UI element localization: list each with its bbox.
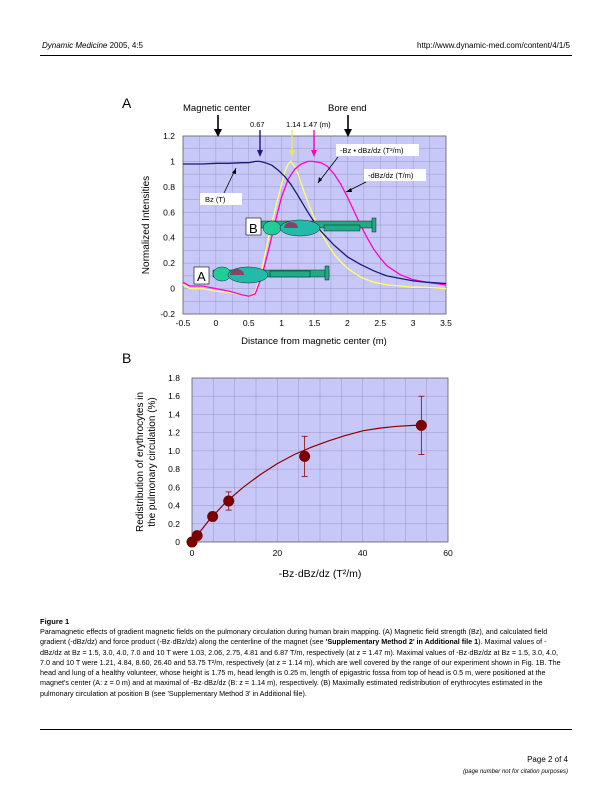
arrow-067-icon [257, 150, 263, 157]
panel-a-y-tick: 0.2 [163, 258, 175, 268]
header-rule [40, 55, 572, 56]
panel-a-x-tick: 1.5 [309, 318, 321, 328]
panel-b: B 0 20 40 60 0 0.2 0.4 0.6 0.8 1.0 1.2 1.4 1.6 1.8 -… [122, 350, 453, 580]
magnetic-center-label: Magnetic center [183, 103, 251, 114]
panel-b-x-tick: 40 [358, 548, 368, 558]
body-position-b: B [245, 217, 377, 237]
legend-bz-box [200, 193, 242, 205]
legend-gradient-label: -dBz/dz (T/m) [368, 171, 414, 180]
panel-a-y-tick: 0.8 [163, 182, 175, 192]
panel-b-y-tick: 1.2 [168, 428, 180, 438]
arrow-067-label: 0.67 [250, 120, 265, 129]
panel-a-y-tick: 1.2 [163, 131, 175, 141]
panel-a-y-ticks: -0.2 0 0.2 0.4 0.6 0.8 1 1.2 [160, 131, 175, 319]
panel-b-x-axis-title: -Bz·dBz/dz (T²/m) [279, 568, 362, 580]
position-a-label: A [197, 269, 206, 284]
journal-name: Dynamic Medicine [42, 41, 108, 50]
panel-b-y-tick: 0.8 [168, 464, 180, 474]
data-point [191, 530, 203, 542]
panel-b-points [186, 395, 427, 548]
panel-b-y-tick: 1.0 [168, 446, 180, 456]
bore-end-label: Bore end [328, 103, 367, 114]
panel-b-y-tick: 1.4 [168, 409, 180, 419]
data-point [223, 495, 235, 507]
panel-b-label: B [122, 350, 131, 366]
legend-bz-label: Bz (T) [205, 195, 226, 204]
panel-b-y-axis-title-line2: the pulmonary circulation (%) [147, 397, 158, 527]
panel-a-y-tick: 1 [170, 156, 175, 166]
panel-b-x-tick: 60 [443, 548, 453, 558]
panel-a-y-tick: 0 [170, 284, 175, 294]
caption-part-1: Paramagnetic effects of gradient magneti… [40, 627, 548, 647]
arrow-114-icon [289, 150, 295, 157]
arrow-114-147-label: 1.14 1.47 (m) [286, 120, 331, 129]
panel-b-x-tick: 0 [190, 548, 195, 558]
panel-b-y-ticks: 0 0.2 0.4 0.6 0.8 1.0 1.2 1.4 1.6 1.8 [168, 373, 180, 547]
position-a-box [193, 266, 210, 285]
panel-a-x-tick: 3 [411, 318, 416, 328]
panel-b-y-tick: 0.6 [168, 482, 180, 492]
journal-header: Dynamic Medicine 2005, 4:5 [42, 41, 143, 50]
panel-a-y-axis-title: Normalized Intensities [141, 176, 152, 274]
data-point [299, 450, 311, 462]
panel-a-y-tick: 0.4 [163, 233, 175, 243]
legend-force-label: -Bz • dBz/dz (T²/m) [340, 146, 404, 155]
panel-a-y-tick: -0.2 [160, 309, 175, 319]
panel-a-x-tick: 0 [214, 318, 219, 328]
panel-b-y-tick: 0 [175, 537, 180, 547]
panel-a-x-tick: 1 [279, 318, 284, 328]
panel-a-y-tick: 0.6 [163, 207, 175, 217]
journal-citation: 2005, 4:5 [109, 41, 143, 50]
panel-a-x-ticks: -0.5 0 0.5 1 1.5 2 2.5 3 3.5 [176, 318, 453, 328]
panel-b-grid [191, 377, 449, 543]
panel-a-x-tick: 3.5 [440, 318, 452, 328]
panel-a: A -0.5 0 0.5 1 1.5 2 2.5 3 3.5 -0.2 0 0.2 0.4 0.6 0.8… [122, 95, 452, 347]
panel-b-y-tick: 1.6 [168, 391, 180, 401]
data-point [415, 419, 427, 431]
page-number: Page 2 of 4 [527, 755, 568, 764]
position-b-box [245, 217, 262, 236]
caption-supplementary-link: 'Supplementary Method 2' in Additional f… [325, 637, 479, 647]
caption-part-2: ). Maximal values of -dBz/dz at Bz = 1.5… [40, 637, 561, 698]
figure-caption: Paramagnetic effects of gradient magneti… [40, 627, 565, 699]
data-point [207, 510, 219, 522]
panel-a-x-axis-title: Distance from magnetic center (m) [241, 336, 387, 347]
journal-url[interactable]: http://www.dynamic-med.com/content/4/1/5 [417, 41, 570, 50]
panel-a-x-tick: 0.5 [243, 318, 255, 328]
panel-b-x-ticks: 0 20 40 60 [190, 548, 453, 558]
body-position-a: A [193, 265, 330, 285]
panel-a-x-tick: 2.5 [374, 318, 386, 328]
panel-a-series-line [183, 160, 447, 285]
position-b-label: B [249, 221, 258, 236]
panel-b-y-tick: 0.2 [168, 519, 180, 529]
figure-1-charts: A -0.5 0 0.5 1 1.5 2 2.5 3 3.5 -0.2 0 0.2 0.4 0.6 0.8… [122, 95, 453, 580]
panel-b-y-axis-title-line1: Redistribution of erythrocytes in [135, 392, 146, 532]
legend-gradient-box [364, 169, 426, 181]
page-note: (page number not for citation purposes) [462, 769, 568, 775]
caption-rule [40, 729, 572, 730]
panel-b-x-tick: 20 [273, 548, 283, 558]
panel-a-series [182, 160, 447, 297]
figure-title: Figure 1 [40, 617, 70, 626]
arrow-147-icon [311, 150, 317, 157]
legend-force-box [336, 144, 419, 156]
panel-b-y-tick: 0.4 [168, 501, 180, 511]
panel-a-label: A [122, 95, 132, 111]
panel-a-x-tick: -0.5 [176, 318, 191, 328]
panel-a-series-line [182, 160, 447, 297]
panel-a-x-tick: 2 [345, 318, 350, 328]
panel-b-y-tick: 1.8 [168, 373, 180, 383]
